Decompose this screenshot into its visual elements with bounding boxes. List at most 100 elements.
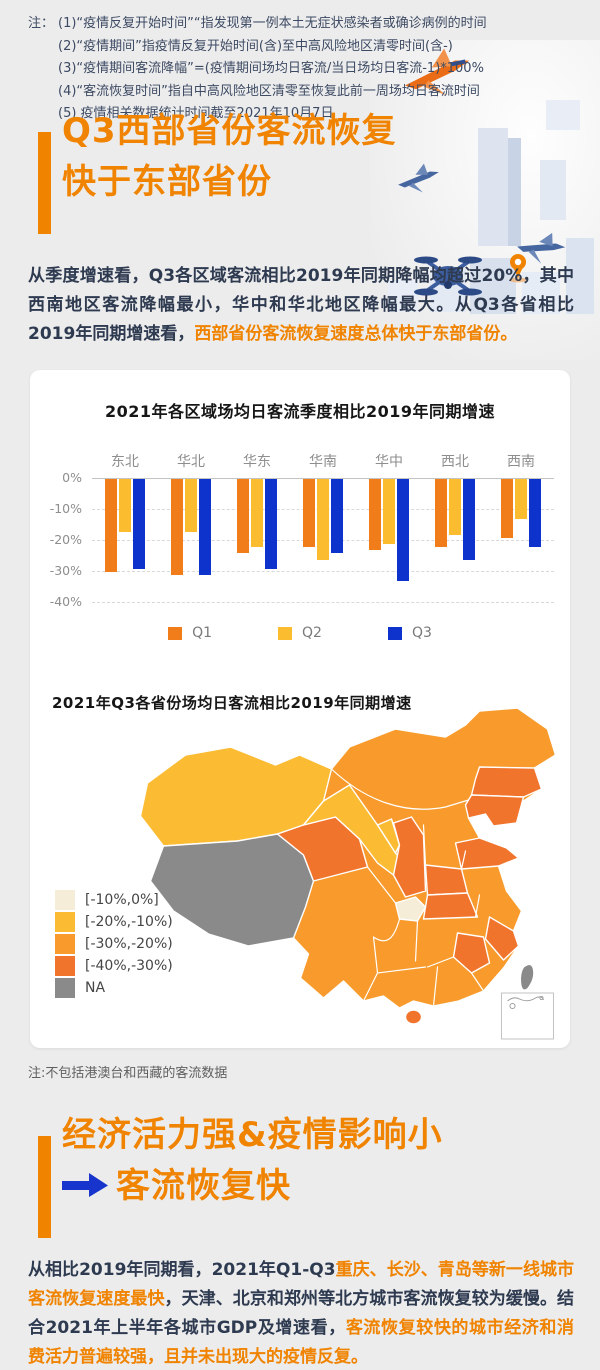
map-legend-label: [-10%,0%] bbox=[85, 892, 159, 908]
bar-Q2-华北 bbox=[185, 479, 197, 532]
map-region-hubei bbox=[422, 892, 479, 920]
bar-Q3-华东 bbox=[265, 479, 277, 569]
map-legend-row: [-10%,0%] bbox=[55, 890, 173, 910]
y-axis-tick: 0% bbox=[62, 470, 82, 485]
map-legend-row: NA bbox=[55, 978, 173, 998]
body-text: ，天津、北京和郑州等北方城市客流恢复较为缓慢。结合2021年上半年各城市GDP及… bbox=[28, 1289, 575, 1338]
note-line: (4)“客流恢复时间”指自中高风险地区清零至恢复此前一周场均日客流时间 bbox=[58, 83, 480, 99]
bar-Q3-华中 bbox=[397, 479, 409, 582]
conclusion-paragraph: 从相比2019年同期看，2021年Q1-Q3重庆、长沙、青岛等新一线城市客流恢复… bbox=[28, 1256, 574, 1370]
south-china-sea-inset bbox=[501, 992, 554, 1040]
highlighted-text: 客流恢复较快的城市经济和消费活力普遍较强，且并未出现大的疫情反复。 bbox=[28, 1318, 575, 1367]
note-line: (3)“疫情期间客流降幅”=(疫情期间场均日客流/当日场均日客流-1)*100% bbox=[58, 61, 484, 76]
bar-Q3-华北 bbox=[199, 479, 211, 576]
note-line: (1)“疫情反复开始时间”“指发现第一例本土无症状感染者或确诊病例的时间 bbox=[58, 16, 487, 31]
intro-paragraph: 从季度增速看，Q3各区域客流相比2019年同期降幅均超过20%，其中西南地区客流… bbox=[28, 262, 574, 349]
highlighted-text: 西部省份客流恢复速度总体快于东部省份。 bbox=[194, 324, 518, 344]
section2-title-line2: 客流恢复快 bbox=[116, 1166, 291, 1206]
bar-Q1-华东 bbox=[237, 479, 249, 554]
map-region-hainan bbox=[404, 1009, 423, 1025]
map-legend: [-10%,0%] [-20%,-10%) [-30%,-20%) [-40%,-30… bbox=[55, 890, 173, 1000]
bar-Q3-华南 bbox=[331, 479, 343, 554]
highlighted-text: 重庆、长沙、青岛等新一线城市客流恢复速度最快 bbox=[28, 1260, 574, 1309]
map-legend-swatch bbox=[55, 978, 75, 998]
map-legend-label: [-40%,-30%) bbox=[85, 958, 173, 974]
regional-bar-chart: 0% -10% -20% -30% -40% 东北 华北 华东 华南 华中 西北 西南 bbox=[30, 430, 570, 670]
map-region-zhejiang bbox=[484, 916, 520, 961]
map-region-shaanxi bbox=[392, 816, 427, 898]
legend-item: Q1 bbox=[168, 625, 212, 641]
china-choropleth-map bbox=[139, 707, 557, 1040]
bar-Q1-华北 bbox=[171, 479, 183, 576]
map-legend-label: NA bbox=[85, 980, 106, 996]
category-label: 华中 bbox=[375, 454, 403, 470]
category-label: 华南 bbox=[309, 454, 337, 470]
map-legend-label: [-20%,-10%) bbox=[85, 914, 173, 930]
y-axis-tick: -10% bbox=[49, 501, 82, 516]
blue-plane-icon bbox=[398, 163, 439, 193]
bar-Q2-西北 bbox=[449, 479, 461, 535]
map-region-chongqing bbox=[394, 896, 427, 922]
gridline bbox=[92, 571, 554, 572]
category-label: 西南 bbox=[507, 454, 535, 470]
chart-card: 2021年各区域场均日客流季度相比2019年同期增速 0% -10% -20% -30… bbox=[30, 370, 570, 1048]
map-legend-swatch bbox=[55, 956, 75, 976]
bar-Q3-东北 bbox=[133, 479, 145, 569]
notes-prefix: 注： bbox=[28, 16, 55, 31]
map-legend-swatch bbox=[55, 890, 75, 910]
bar-Q2-华南 bbox=[317, 479, 329, 560]
bar-Q1-西南 bbox=[501, 479, 513, 538]
bar-Q2-华中 bbox=[383, 479, 395, 545]
legend-swatch bbox=[168, 626, 183, 640]
bar-Q1-华中 bbox=[369, 479, 381, 551]
bar-Q3-西南 bbox=[529, 479, 541, 548]
gridline bbox=[92, 602, 554, 603]
section1-title-line2: 快于东部省份 bbox=[62, 162, 272, 202]
bar-Q2-西南 bbox=[515, 479, 527, 520]
title-accent-bar bbox=[38, 132, 51, 234]
y-axis-tick: -30% bbox=[49, 563, 82, 578]
legend-swatch bbox=[278, 626, 293, 640]
province-borders bbox=[330, 768, 485, 1007]
map-region-jiangxi bbox=[452, 932, 491, 974]
map-region-liaoning bbox=[464, 794, 525, 827]
bar-Q1-华南 bbox=[303, 479, 315, 548]
category-label: 西北 bbox=[441, 454, 469, 470]
legend-swatch bbox=[387, 626, 402, 640]
legend-label: Q3 bbox=[411, 625, 432, 641]
map-region-taiwan bbox=[519, 963, 535, 991]
legend-item: Q2 bbox=[278, 625, 322, 641]
map-title: 2021年Q3各省份场均日客流相比2019年同期增速 bbox=[52, 694, 412, 712]
section2-title: 经济活力强&疫情影响小 客流恢复快 bbox=[62, 1110, 443, 1212]
note-line: (5) 疫情相关数据统计时间截至2021年10月7日 bbox=[58, 106, 334, 121]
bar-chart-legend: Q1 Q2 Q3 bbox=[30, 625, 570, 641]
section1-title: Q3西部省份客流恢复 快于东部省份 bbox=[62, 106, 397, 208]
blue-arrow-icon bbox=[62, 1173, 108, 1197]
section2-title-line1: 经济活力强&疫情影响小 bbox=[62, 1115, 443, 1155]
map-legend-row: [-30%,-20%) bbox=[55, 934, 173, 954]
map-region-jilin bbox=[470, 766, 543, 798]
y-axis-tick: -40% bbox=[49, 594, 82, 609]
map-legend-label: [-30%,-20%) bbox=[85, 936, 173, 952]
legend-label: Q1 bbox=[192, 625, 213, 641]
note-line: (2)“疫情期间”指疫情反复开始时间(含)至中高风险地区清零时间(含-) bbox=[58, 38, 453, 54]
bar-Q2-东北 bbox=[119, 479, 131, 532]
map-legend-row: [-40%,-30%) bbox=[55, 956, 173, 976]
map-legend-swatch bbox=[55, 912, 75, 932]
category-label: 东北 bbox=[111, 454, 139, 470]
body-text: 从相比2019年同期看，2021年Q1-Q3 bbox=[28, 1260, 336, 1280]
bar-chart-title: 2021年各区域场均日客流季度相比2019年同期增速 bbox=[104, 402, 496, 421]
map-region-tibet bbox=[149, 833, 315, 947]
bar-Q2-华东 bbox=[251, 479, 263, 548]
map-note: 注:不包括港澳台和西藏的客流数据 bbox=[28, 1066, 228, 1081]
section1-title-line1: Q3西部省份客流恢复 bbox=[62, 111, 397, 151]
legend-item: Q3 bbox=[387, 625, 432, 641]
bar-Q1-东北 bbox=[105, 479, 117, 572]
map-legend-row: [-20%,-10%) bbox=[55, 912, 173, 932]
category-label: 华北 bbox=[177, 454, 205, 470]
bar-Q1-西北 bbox=[435, 479, 447, 548]
y-axis-tick: -20% bbox=[49, 532, 82, 547]
category-label: 华东 bbox=[243, 454, 271, 470]
gridline bbox=[92, 478, 554, 479]
